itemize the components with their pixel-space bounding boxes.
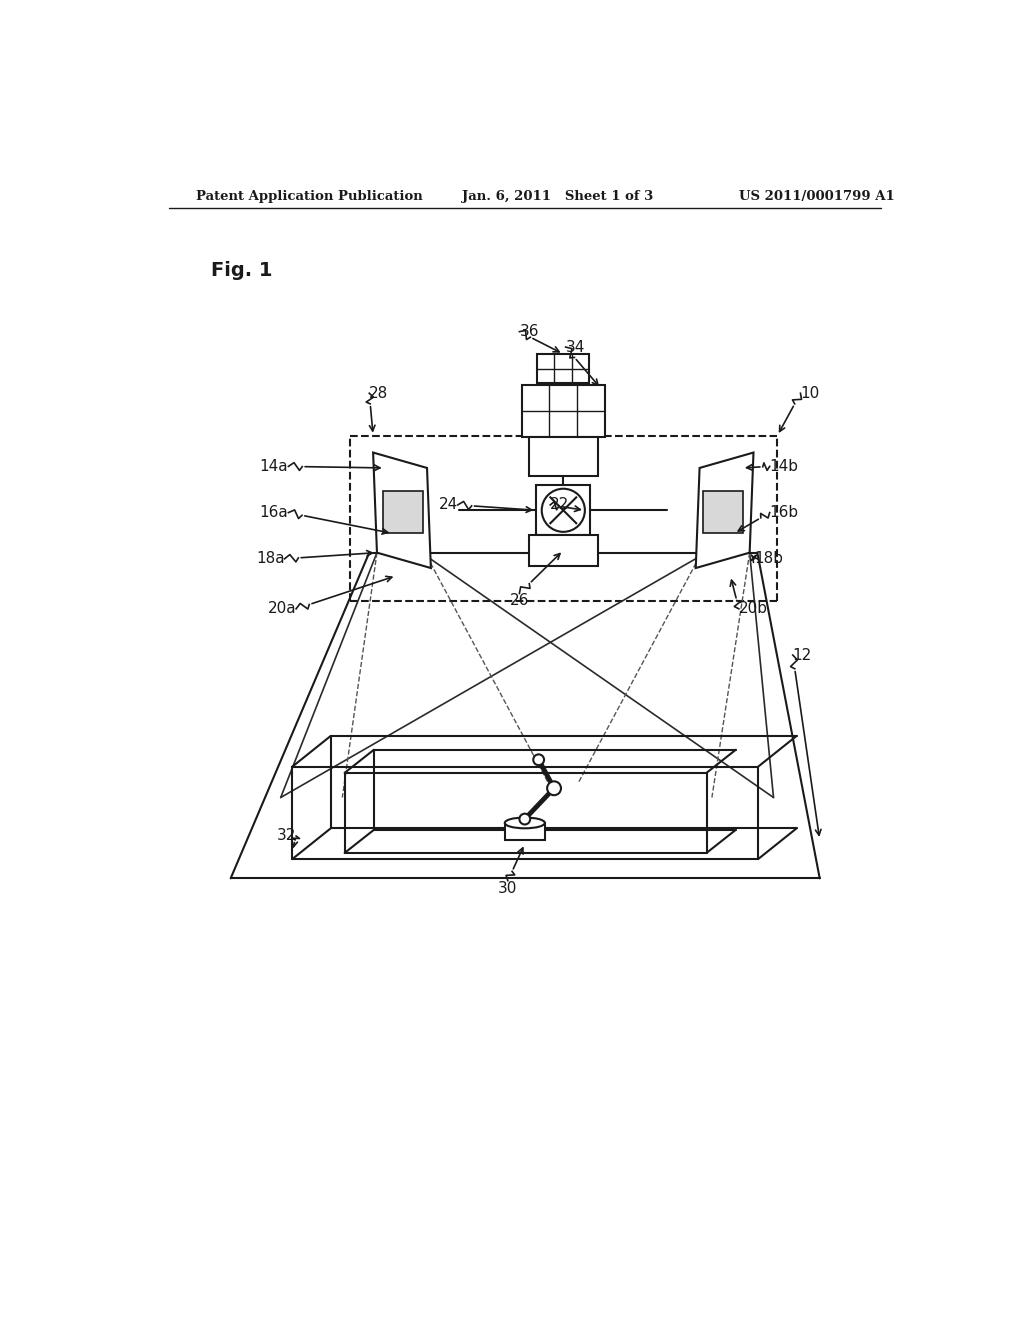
Text: 20a: 20a: [267, 602, 296, 616]
Text: 32: 32: [276, 829, 296, 843]
Text: 36: 36: [519, 325, 539, 339]
Text: 14b: 14b: [770, 459, 799, 474]
Polygon shape: [695, 453, 754, 568]
Bar: [538, 354, 590, 383]
Text: Jan. 6, 2011   Sheet 1 of 3: Jan. 6, 2011 Sheet 1 of 3: [462, 190, 653, 203]
Bar: [383, 491, 423, 533]
Text: 34: 34: [565, 339, 585, 355]
Polygon shape: [373, 453, 431, 568]
Text: 12: 12: [793, 648, 812, 663]
Circle shape: [534, 755, 544, 766]
Bar: [528, 437, 598, 475]
Bar: [537, 484, 590, 535]
Text: 14a: 14a: [260, 459, 289, 474]
Text: 16a: 16a: [260, 506, 289, 520]
Text: 22: 22: [550, 498, 569, 512]
Text: Patent Application Publication: Patent Application Publication: [196, 190, 423, 203]
Text: 18b: 18b: [755, 552, 783, 566]
Text: 20b: 20b: [739, 602, 768, 616]
Bar: [528, 535, 598, 566]
Circle shape: [519, 813, 530, 825]
Text: US 2011/0001799 A1: US 2011/0001799 A1: [739, 190, 895, 203]
Circle shape: [547, 781, 561, 795]
Text: 18a: 18a: [256, 552, 285, 566]
Text: 10: 10: [801, 385, 819, 401]
Text: 26: 26: [510, 594, 529, 609]
Text: 16b: 16b: [770, 506, 799, 520]
Ellipse shape: [505, 817, 545, 829]
Text: 28: 28: [370, 385, 388, 401]
Text: 24: 24: [438, 498, 458, 512]
Bar: [703, 491, 743, 533]
Text: 30: 30: [498, 880, 517, 896]
Circle shape: [542, 488, 585, 532]
Bar: [505, 822, 545, 840]
Text: Fig. 1: Fig. 1: [211, 260, 273, 280]
Bar: [521, 385, 605, 437]
